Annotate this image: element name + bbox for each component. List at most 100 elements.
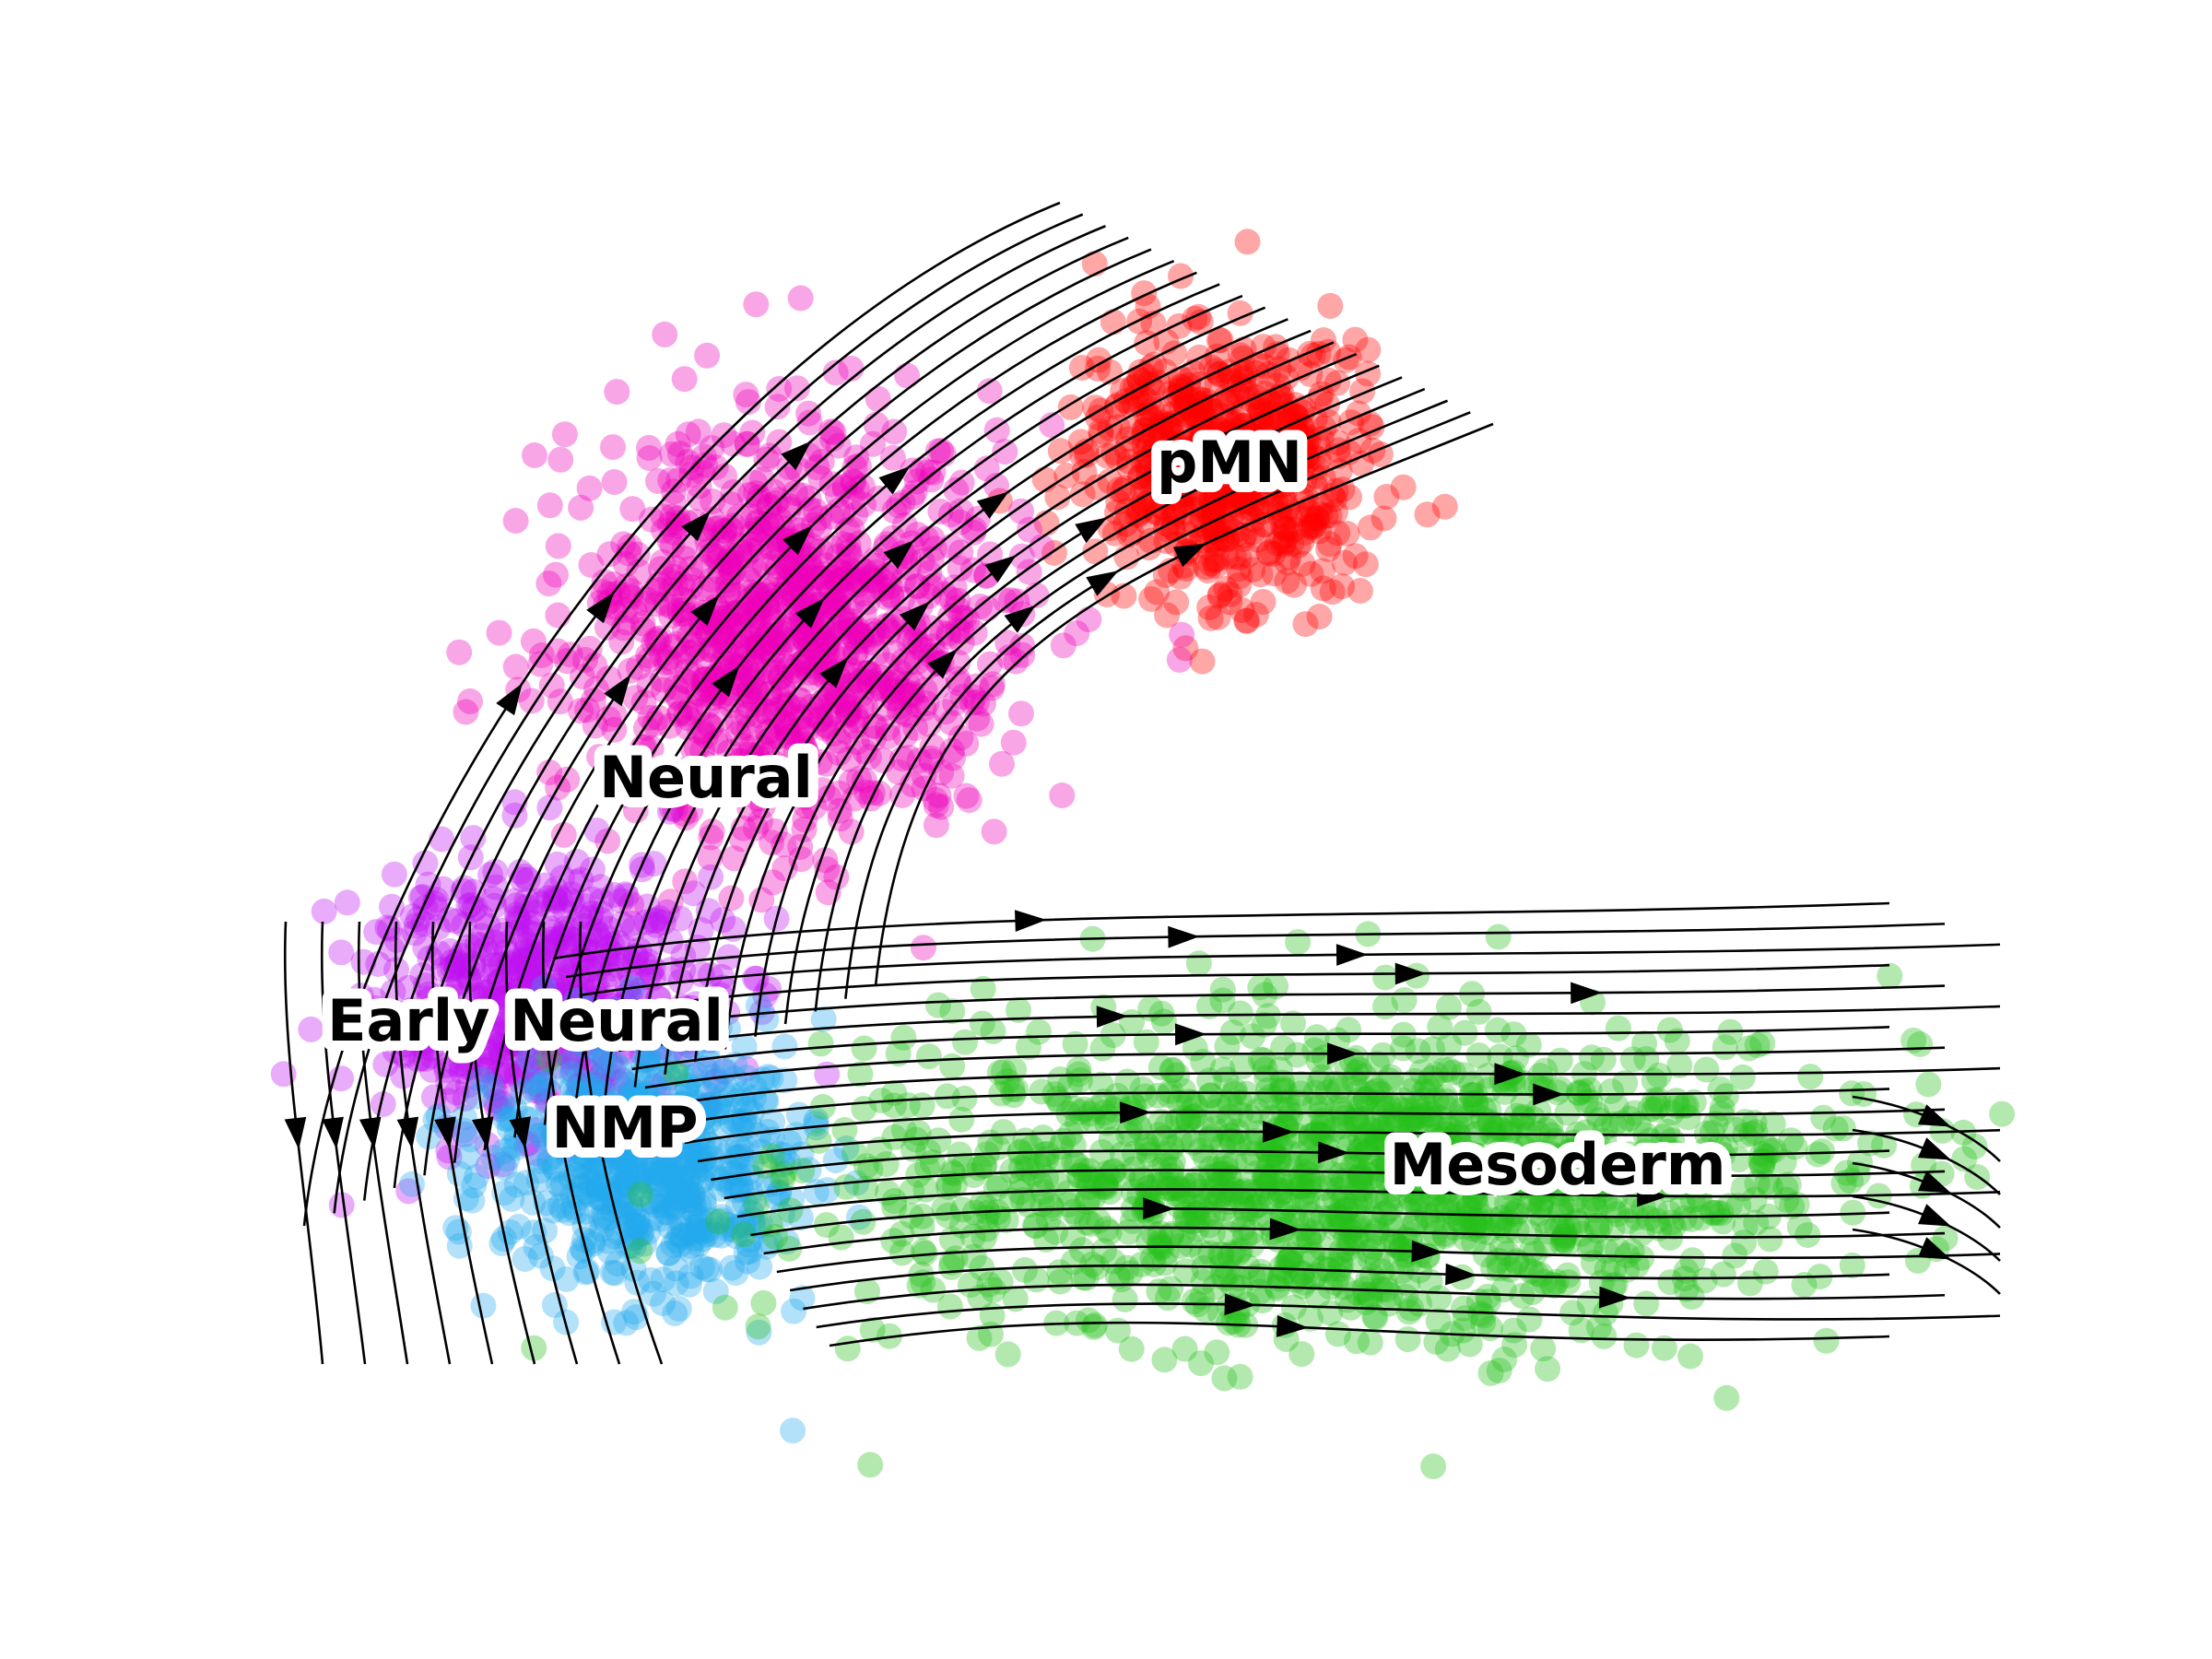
cell-point-pmn	[1227, 477, 1253, 504]
cell-point-mesoderm	[1448, 1097, 1475, 1124]
cell-point-pmn	[1316, 531, 1343, 558]
cell-point-pmn	[1292, 519, 1319, 546]
cell-point-pmn	[1181, 480, 1207, 506]
cell-point-neural	[604, 379, 630, 406]
cell-point-mesoderm	[1623, 1332, 1650, 1359]
cell-point-pmn	[1222, 423, 1249, 450]
cell-point-pmn	[1230, 447, 1257, 474]
cell-point-neural	[1008, 700, 1034, 727]
cell-point-mesoderm	[1254, 1003, 1281, 1030]
cell-point-mesoderm	[1324, 1321, 1351, 1347]
cell-point-neural	[804, 660, 830, 687]
cell-point-neural	[787, 285, 814, 312]
cell-point-neural	[621, 598, 648, 625]
cell-point-pmn	[1255, 540, 1282, 567]
cell-point-mesoderm	[1646, 1062, 1673, 1088]
cell-point-pmn	[1171, 552, 1197, 579]
cell-point-pmn	[1260, 541, 1287, 568]
cell-point-pmn	[1256, 456, 1283, 482]
cell-point-neural	[843, 703, 870, 730]
cell-point-pmn	[1234, 542, 1261, 569]
cell-point-mesoderm	[920, 1277, 947, 1303]
cell-point-mesoderm	[705, 1208, 732, 1235]
cell-point-pmn	[1203, 452, 1230, 478]
cell-point-pmn	[1154, 602, 1181, 629]
cell-point-pmn	[1218, 388, 1245, 415]
cell-point-pmn	[1355, 336, 1382, 363]
cell-point-mesoderm	[1189, 1284, 1216, 1311]
cell-point-neural	[918, 748, 945, 774]
cell-point-pmn	[1266, 443, 1293, 470]
cell-point-mesoderm	[951, 1086, 978, 1112]
cell-point-mesoderm	[1678, 1284, 1705, 1311]
cell-point-pmn	[1201, 469, 1228, 496]
cell-point-pmn	[1128, 498, 1155, 524]
cell-point-neural	[622, 685, 649, 712]
cell-point-pmn	[1292, 611, 1319, 638]
cell-point-pmn	[1126, 368, 1153, 394]
cell-point-pmn	[1359, 437, 1386, 464]
cell-point-pmn	[1219, 487, 1246, 513]
cell-point-mesoderm	[1096, 1219, 1123, 1245]
cell-point-pmn	[1189, 448, 1216, 475]
cell-point-pmn	[1175, 367, 1202, 394]
cell-point-mesoderm	[1098, 1126, 1124, 1153]
cell-point-pmn	[1281, 571, 1307, 598]
cell-point-neural	[956, 787, 982, 814]
cell-point-pmn	[1236, 437, 1262, 464]
cell-point-pmn	[1031, 466, 1058, 493]
cell-point-pmn	[1227, 563, 1253, 590]
cell-point-pmn	[1278, 531, 1305, 558]
cell-point-pmn	[1114, 498, 1140, 524]
cell-point-pmn	[1298, 514, 1324, 541]
cell-point-pmn	[1178, 453, 1205, 480]
cell-point-pmn	[1140, 470, 1167, 497]
cell-point-mesoderm	[1288, 1261, 1315, 1288]
cell-point-pmn	[1285, 532, 1312, 559]
streamline-mesoderm-arrow	[1335, 944, 1368, 966]
cell-point-mesoderm	[1743, 1209, 1770, 1236]
cell-point-neural	[782, 663, 808, 689]
cell-point-neural	[830, 531, 857, 558]
cell-point-neural	[784, 696, 811, 723]
streamline-mesoderm-tail-arrow	[1918, 1204, 1951, 1227]
cell-point-pmn	[1214, 544, 1240, 571]
cell-point-early-neural	[557, 887, 583, 913]
cell-point-neural	[739, 665, 766, 691]
cell-point-pmn	[1311, 327, 1336, 354]
cell-point-pmn	[1214, 525, 1241, 552]
cell-point-pmn	[1342, 326, 1369, 353]
cell-point-mesoderm	[1171, 1335, 1198, 1362]
streamline-mesoderm-arrow	[1015, 910, 1047, 932]
cell-point-neural	[486, 619, 512, 646]
cell-point-pmn	[1130, 449, 1157, 475]
cell-point-pmn	[1130, 423, 1157, 449]
cell-point-pmn	[1179, 465, 1206, 491]
cell-point-pmn	[1154, 411, 1180, 438]
cell-point-mesoderm	[1029, 1078, 1055, 1105]
cell-point-pmn	[1289, 550, 1316, 577]
cell-point-mesoderm	[1147, 1054, 1174, 1081]
cell-point-neural	[869, 575, 896, 602]
cluster-label-neural: Neural	[599, 744, 813, 811]
cell-point-mesoderm	[1730, 1175, 1757, 1202]
cell-point-pmn	[1371, 505, 1397, 532]
cell-point-neural	[863, 547, 888, 573]
cell-point-mesoderm	[1357, 1329, 1383, 1356]
cell-point-neural	[790, 649, 817, 676]
cell-point-neural	[694, 342, 721, 369]
cell-point-mesoderm	[982, 1175, 1009, 1202]
cell-point-pmn	[1259, 494, 1286, 521]
cell-point-pmn	[1300, 512, 1327, 539]
cell-point-pmn	[1215, 454, 1241, 481]
cell-point-pmn	[1169, 374, 1195, 401]
cell-point-pmn	[1160, 514, 1187, 541]
cell-point-pmn	[1274, 549, 1300, 576]
cell-point-pmn	[1306, 604, 1333, 629]
cell-point-mesoderm	[831, 1117, 858, 1143]
cell-point-pmn	[1274, 568, 1300, 594]
cell-point-pmn	[1169, 490, 1195, 517]
cell-point-neural	[947, 509, 974, 535]
cell-point-pmn	[1289, 487, 1316, 513]
cell-point-pmn	[1189, 424, 1216, 450]
